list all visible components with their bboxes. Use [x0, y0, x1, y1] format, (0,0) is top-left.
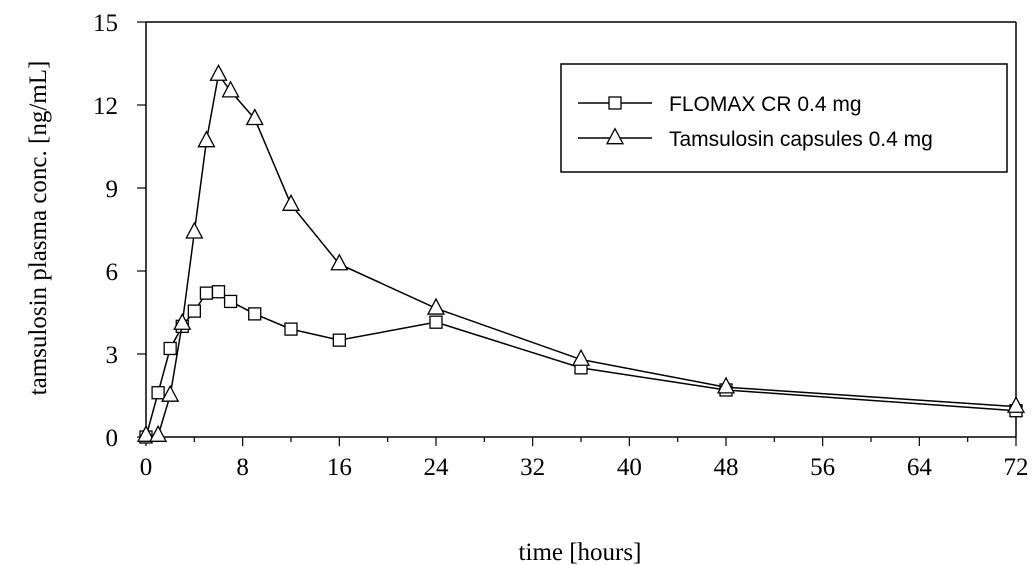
- legend: FLOMAX CR 0.4 mg Tamsulosin capsules 0.4 …: [560, 63, 1008, 173]
- data-point-triangle: [1006, 395, 1026, 413]
- x-tick-label: 56: [810, 454, 835, 481]
- series-layer: [136, 63, 1026, 444]
- x-tick-label: 0: [140, 454, 153, 481]
- y-axis-title: tamsulosin plasma conc. [ng/mL]: [25, 61, 52, 396]
- y-tick-label: 9: [106, 176, 119, 203]
- data-point-triangle: [185, 221, 204, 239]
- y-tick-label: 6: [106, 259, 119, 286]
- legend-box: [560, 63, 1008, 173]
- data-point-triangle: [281, 193, 301, 211]
- data-point-square: [199, 286, 214, 300]
- y-tick-label: 0: [106, 425, 119, 452]
- data-point-triangle: [330, 253, 349, 271]
- data-point-square: [429, 315, 443, 329]
- legend-marker-square: [608, 96, 622, 110]
- x-tick-label: 8: [236, 454, 249, 481]
- data-point-square: [284, 322, 298, 336]
- legend-item: Tamsulosin capsules 0.4 mg: [578, 127, 933, 151]
- legend-marker-triangle: [605, 127, 625, 145]
- x-axis-title: time [hours]: [519, 539, 642, 565]
- data-point-triangle: [221, 80, 240, 98]
- y-tick-label: 12: [93, 93, 118, 120]
- data-point-square: [332, 333, 346, 347]
- data-point-square: [163, 341, 177, 356]
- data-point-triangle: [571, 348, 591, 366]
- y-tick-label: 15: [93, 10, 118, 37]
- data-point-triangle: [136, 424, 156, 442]
- data-point-triangle: [173, 312, 192, 330]
- data-point-square: [211, 285, 226, 299]
- y-tick-label: 3: [106, 342, 119, 369]
- legend-items: FLOMAX CR 0.4 mg Tamsulosin capsules 0.4 …: [578, 93, 933, 151]
- x-tick-label: 64: [907, 454, 933, 481]
- x-tick-label: 40: [617, 454, 642, 481]
- data-point-square: [187, 304, 201, 318]
- legend-label: Tamsulosin capsules 0.4 mg: [669, 128, 933, 151]
- legend-label: FLOMAX CR 0.4 mg: [669, 93, 862, 116]
- data-point-square: [248, 307, 262, 321]
- x-tick-label: 72: [1004, 454, 1029, 481]
- data-point-triangle: [209, 63, 228, 81]
- data-point-square: [223, 294, 238, 309]
- legend-item: FLOMAX CR 0.4 mg: [578, 93, 862, 116]
- x-tick-label: 48: [714, 454, 739, 481]
- x-tick-label: 24: [424, 454, 450, 481]
- data-point-triangle: [426, 297, 446, 315]
- y-axis: 0 3 6 9 12 15: [93, 10, 146, 452]
- data-point-triangle: [245, 108, 264, 126]
- data-point-triangle: [197, 130, 216, 148]
- x-tick-label: 32: [520, 454, 545, 481]
- x-tick-label: 16: [327, 454, 352, 481]
- series-triangle: [136, 63, 1026, 442]
- x-axis: 0 8 16 24 32 40 48 56 64 72: [140, 437, 1029, 481]
- data-point-triangle: [148, 424, 168, 442]
- data-point-triangle: [161, 384, 180, 402]
- data-point-triangle: [716, 376, 736, 394]
- data-point-square: [151, 386, 165, 400]
